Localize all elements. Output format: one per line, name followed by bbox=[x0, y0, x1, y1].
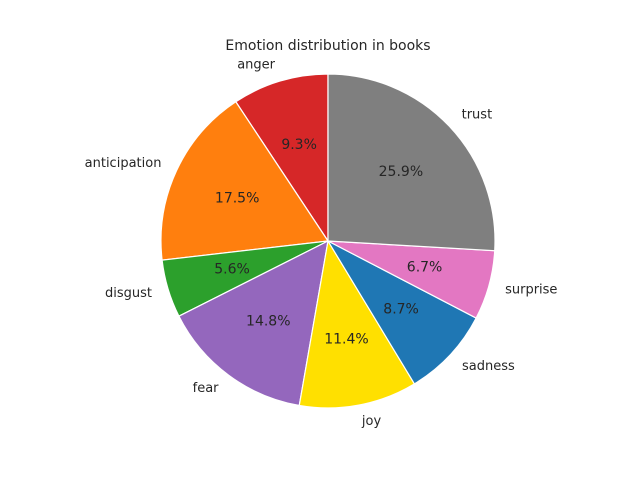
pie-slices bbox=[160, 73, 496, 409]
pie-percent-label-anger: 9.3% bbox=[281, 137, 317, 153]
pie-category-label-disgust: disgust bbox=[105, 286, 152, 301]
pie-percent-label-fear: 14.8% bbox=[246, 313, 290, 329]
pie-category-label-anger: anger bbox=[237, 58, 275, 73]
pie-category-label-surprise: surprise bbox=[505, 282, 557, 297]
pie-slice-trust bbox=[327, 73, 496, 252]
pie-slice-joy bbox=[298, 239, 416, 409]
pie-category-label-joy: joy bbox=[361, 414, 382, 429]
pie-slice-anger bbox=[234, 73, 329, 243]
pie-category-label-trust: trust bbox=[462, 107, 493, 122]
pie-category-label-fear: fear bbox=[193, 381, 220, 396]
pie-percent-label-trust: 25.9% bbox=[379, 164, 423, 180]
pie-category-label-sadness: sadness bbox=[462, 359, 515, 374]
pie-percent-label-anticipation: 17.5% bbox=[215, 191, 259, 207]
pie-percent-label-disgust: 5.6% bbox=[214, 262, 250, 278]
pie-category-label-anticipation: anticipation bbox=[85, 156, 162, 171]
pie-percent-label-joy: 11.4% bbox=[324, 331, 368, 347]
pie-slice-anticipation bbox=[160, 100, 330, 261]
pie-category-labels: anger anticipation disgust fear joy sadness su… bbox=[85, 58, 558, 429]
pie-percent-label-sadness: 8.7% bbox=[383, 302, 419, 318]
pie-percent-labels: 9.3% 17.5% 5.6% 14.8% 11.4% 8.7% 6.7% 25.9% bbox=[214, 137, 442, 347]
pie-slice-sadness bbox=[326, 239, 477, 385]
pie-percent-label-surprise: 6.7% bbox=[407, 260, 443, 276]
chart-title: Emotion distribution in books bbox=[225, 38, 430, 54]
pie-slice-fear bbox=[178, 239, 329, 407]
